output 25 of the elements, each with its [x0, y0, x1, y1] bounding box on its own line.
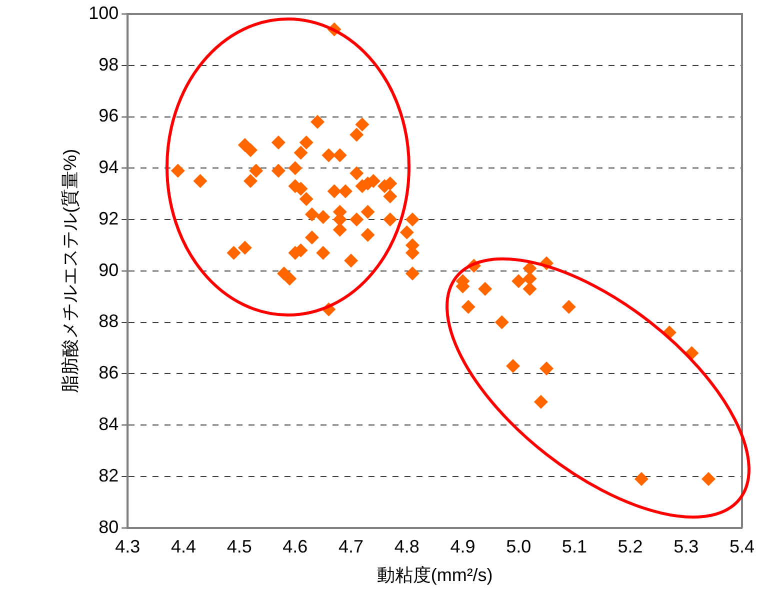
x-tick-label: 4.3 — [115, 536, 140, 557]
x-tick-label: 4.4 — [170, 536, 196, 557]
y-tick-label: 84 — [98, 414, 119, 434]
y-tick-label: 86 — [98, 362, 119, 383]
y-axis-title: 脂肪酸メチルエステル(質量%) — [60, 148, 80, 393]
y-tick-label: 96 — [98, 106, 119, 126]
x-tick-label: 4.5 — [226, 536, 252, 557]
x-tick-label: 5.3 — [674, 536, 699, 557]
x-tick-label: 4.6 — [282, 536, 308, 557]
x-tick-label: 5.4 — [729, 536, 755, 557]
y-tick-label: 88 — [98, 311, 119, 332]
x-tick-label: 5.0 — [506, 536, 532, 557]
y-tick-label: 92 — [98, 208, 119, 228]
y-tick-label: 98 — [98, 54, 119, 74]
x-tick-label: 4.9 — [450, 536, 476, 557]
y-tick-label: 80 — [98, 516, 119, 537]
y-tick-label: 94 — [98, 157, 119, 178]
x-tick-label: 5.1 — [562, 536, 587, 557]
x-axis-title: 動粘度(mm²/s) — [376, 565, 493, 586]
y-tick-label: 90 — [98, 260, 119, 280]
y-tick-label: 82 — [98, 465, 119, 486]
x-tick-label: 4.8 — [394, 536, 420, 557]
x-tick-label: 4.7 — [338, 536, 364, 557]
x-tick-label: 5.2 — [618, 536, 643, 557]
y-tick-label: 100 — [88, 2, 119, 23]
